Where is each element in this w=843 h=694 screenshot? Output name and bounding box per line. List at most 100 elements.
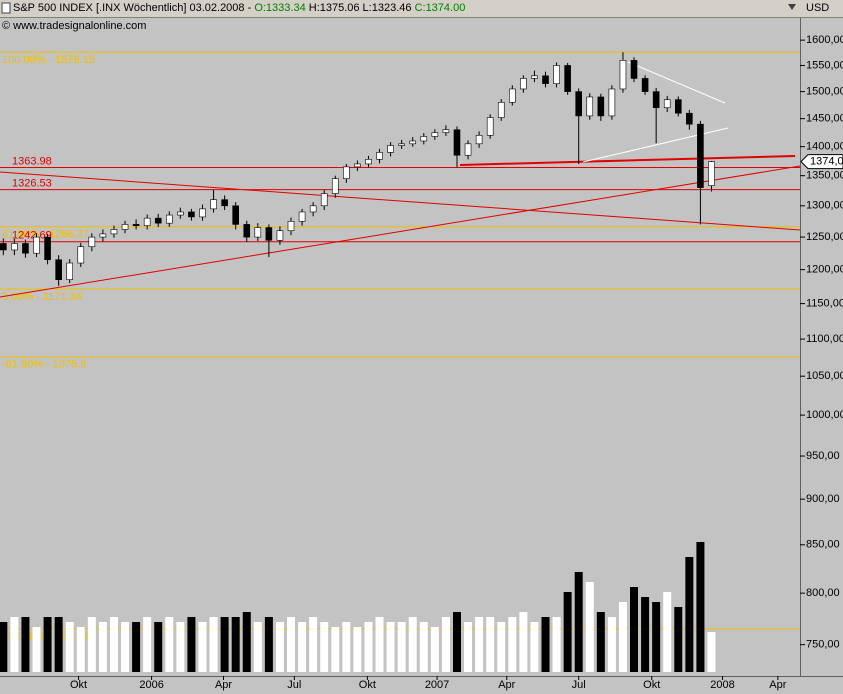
candle-body bbox=[265, 227, 273, 241]
candle-body bbox=[453, 129, 461, 156]
candle-body bbox=[33, 236, 40, 254]
volume-bar bbox=[607, 617, 616, 672]
volume-bar bbox=[696, 542, 705, 672]
candle-body bbox=[99, 233, 107, 238]
candle-body bbox=[66, 262, 74, 280]
candle-body bbox=[497, 102, 505, 118]
x-tick-label: Okt bbox=[643, 679, 660, 691]
x-tick-label: 2006 bbox=[139, 679, 163, 691]
header-bar bbox=[0, 0, 843, 18]
candle-body bbox=[542, 75, 549, 84]
volume-bar bbox=[109, 617, 118, 672]
y-tick-label: 1450,00 bbox=[806, 113, 843, 125]
y-tick-label: 750,00 bbox=[806, 639, 840, 651]
volume-bar bbox=[519, 612, 528, 672]
volume-bar bbox=[10, 617, 19, 672]
volume-bar bbox=[508, 617, 517, 672]
candle-body bbox=[608, 88, 616, 117]
candle-body bbox=[354, 163, 361, 168]
candle-body bbox=[520, 78, 527, 90]
fib-label: 61.80% - 1266.37 bbox=[2, 229, 89, 241]
volume-bar bbox=[54, 617, 63, 672]
volume-bar bbox=[364, 622, 373, 672]
volume-bar bbox=[663, 592, 672, 672]
volume-bar bbox=[209, 617, 218, 672]
candle-body bbox=[376, 152, 383, 160]
candle-body bbox=[409, 140, 417, 145]
candle-body bbox=[365, 159, 372, 165]
candle-body bbox=[697, 123, 704, 188]
candle-body bbox=[287, 220, 295, 232]
header-high-low: H:1375.06 L:1323.46 bbox=[306, 2, 415, 14]
header-name: S&P 500 INDEX [.INX Wöchentlich] 03.02.2… bbox=[13, 2, 254, 14]
last-price-box bbox=[800, 154, 843, 170]
candle-body bbox=[509, 88, 516, 103]
candle-body bbox=[0, 243, 7, 251]
x-tick-label: 2008 bbox=[710, 679, 734, 691]
volume-bar bbox=[530, 622, 539, 672]
candle-body bbox=[597, 96, 605, 117]
volume-bar bbox=[65, 622, 74, 672]
volume-bar bbox=[430, 627, 439, 672]
volume-bar bbox=[43, 617, 52, 672]
y-tick-label: 1300,00 bbox=[806, 200, 843, 212]
candle-body bbox=[210, 199, 217, 210]
volume-bar bbox=[563, 592, 572, 672]
fib-label: 0.00% - 1171.34 bbox=[2, 291, 82, 303]
candle-body bbox=[564, 65, 571, 92]
candle-body bbox=[132, 224, 140, 226]
candle-body bbox=[121, 224, 129, 230]
candle-body bbox=[387, 145, 394, 153]
scroll-arrow[interactable] bbox=[788, 4, 796, 10]
volume-bar bbox=[408, 617, 417, 672]
candle-body bbox=[553, 65, 560, 84]
fib-label: 100.00% - 1576.15 bbox=[2, 54, 95, 66]
volume-bar bbox=[630, 587, 639, 672]
level-label: 1326.53 bbox=[12, 178, 52, 190]
volume-bar bbox=[342, 622, 351, 672]
triangle-lower bbox=[582, 127, 729, 163]
volume-bar bbox=[220, 617, 229, 672]
volume-bar bbox=[121, 622, 130, 672]
volume-bar bbox=[253, 622, 262, 672]
x-tick-label: Jul bbox=[572, 679, 586, 691]
x-tick-label: Apr bbox=[498, 679, 515, 691]
level-label: 1363.98 bbox=[12, 155, 52, 167]
x-tick-label: 2007 bbox=[425, 679, 449, 691]
volume-bar bbox=[441, 617, 450, 672]
trend-line-down bbox=[0, 171, 801, 231]
candle-body bbox=[464, 143, 472, 156]
unit-label: USD bbox=[806, 2, 829, 14]
candle-body bbox=[154, 217, 162, 224]
last-price-label: 1374,00 bbox=[810, 156, 843, 168]
volume-bar bbox=[596, 612, 605, 672]
x-tick-label: Okt bbox=[70, 679, 87, 691]
volume-bar bbox=[176, 622, 185, 672]
volume-bar bbox=[0, 622, 8, 672]
trend-line-up bbox=[0, 165, 801, 298]
volume-bar bbox=[574, 572, 583, 672]
y-tick-label: 800,00 bbox=[806, 587, 840, 599]
triangle-upper bbox=[627, 61, 726, 104]
volume-bar bbox=[497, 622, 506, 672]
volume-bar bbox=[585, 582, 594, 672]
candle-body bbox=[88, 236, 96, 248]
candle-body bbox=[343, 166, 350, 179]
volume-bar bbox=[641, 597, 650, 672]
candle-body bbox=[110, 229, 118, 235]
y-tick-label: 900,00 bbox=[806, 493, 840, 505]
y-tick-label: 1250,00 bbox=[806, 231, 843, 243]
volume-bar bbox=[618, 602, 627, 672]
volume-bar bbox=[275, 622, 284, 672]
candle-body bbox=[320, 193, 328, 207]
volume-bar bbox=[198, 622, 207, 672]
header: S&P 500 INDEX [.INX Wöchentlich] 03.02.2… bbox=[13, 2, 465, 14]
volume-bar bbox=[32, 627, 41, 672]
volume-bar bbox=[165, 617, 174, 672]
resistance-line bbox=[459, 155, 796, 166]
candle-body bbox=[177, 211, 184, 216]
volume-bar bbox=[87, 617, 96, 672]
candle-body bbox=[44, 236, 51, 261]
volume-bar bbox=[298, 622, 307, 672]
volume-bar bbox=[231, 617, 240, 672]
